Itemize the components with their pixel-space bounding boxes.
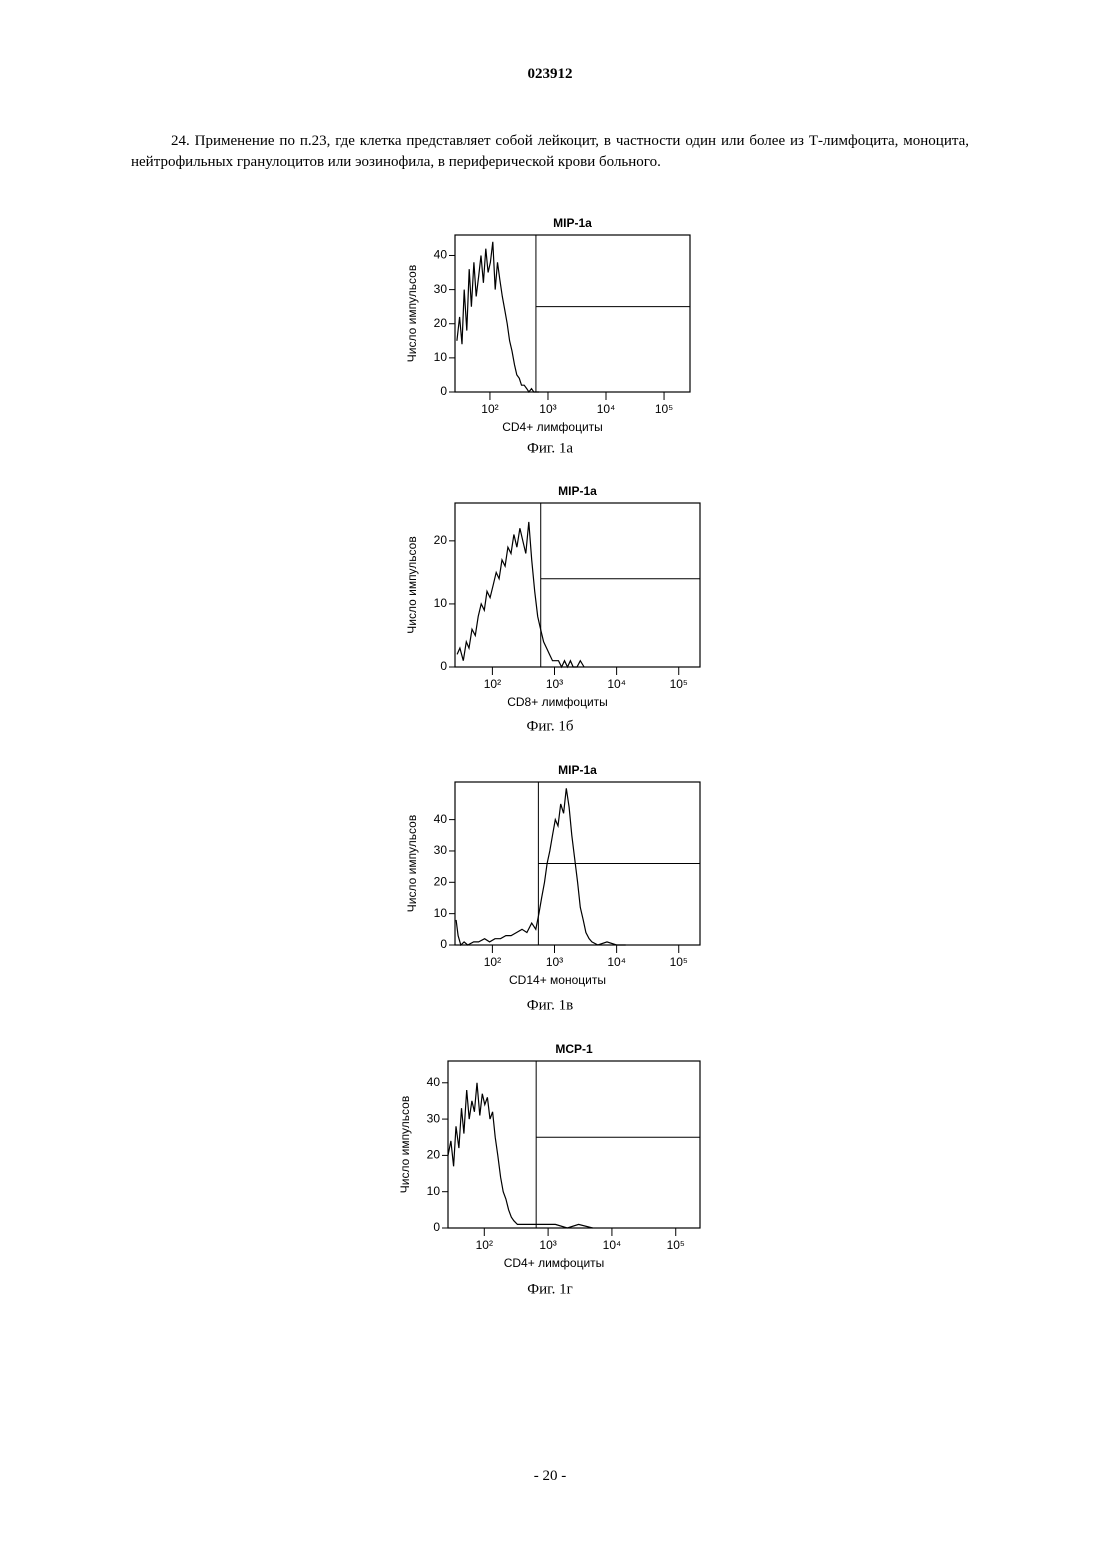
- x-tick-label: 10²: [481, 402, 498, 416]
- figure-caption: Фиг. 1б: [527, 718, 574, 734]
- plot-frame: [455, 503, 700, 667]
- plot-frame: [448, 1061, 700, 1228]
- page: 023912 24. Применение по п.23, где клетк…: [0, 0, 1100, 1556]
- y-axis-label: Число импульсов: [405, 265, 419, 362]
- x-tick-label: 10³: [546, 955, 563, 969]
- x-axis-label: CD14+ моноциты: [509, 973, 606, 987]
- x-tick-label: 10⁴: [607, 677, 626, 691]
- x-tick-label: 10⁵: [655, 402, 673, 416]
- figure-caption: Фиг. 1г: [527, 1281, 573, 1297]
- x-tick-label: 10⁴: [597, 402, 616, 416]
- figure-caption: Фиг. 1в: [527, 997, 573, 1013]
- y-tick-label: 20: [434, 874, 448, 888]
- histogram: [448, 1083, 593, 1228]
- x-axis-label: CD4+ лимфоциты: [502, 420, 603, 434]
- y-tick-label: 30: [434, 282, 448, 296]
- x-tick-label: 10³: [539, 1238, 556, 1252]
- y-tick-label: 30: [427, 1111, 441, 1125]
- y-tick-label: 30: [434, 843, 448, 857]
- chart-title: MCP-1: [555, 1042, 593, 1056]
- x-axis-label: CD4+ лимфоциты: [504, 1256, 605, 1270]
- y-tick-label: 0: [440, 659, 447, 673]
- y-tick-label: 0: [440, 937, 447, 951]
- y-tick-label: 20: [434, 533, 448, 547]
- x-tick-label: 10²: [476, 1238, 493, 1252]
- y-tick-label: 0: [433, 1220, 440, 1234]
- histogram: [457, 522, 584, 667]
- y-tick-label: 40: [434, 248, 448, 262]
- x-tick-label: 10⁵: [670, 955, 688, 969]
- y-axis-label: Число импульсов: [398, 1096, 412, 1193]
- y-tick-label: 20: [434, 316, 448, 330]
- y-tick-label: 10: [434, 596, 448, 610]
- y-tick-label: 10: [434, 906, 448, 920]
- x-tick-label: 10⁴: [607, 955, 626, 969]
- y-tick-label: 10: [427, 1184, 441, 1198]
- y-tick-label: 40: [427, 1075, 441, 1089]
- chart-title: MIP-1a: [558, 763, 597, 777]
- figures: MIP-1a 0 10 20 30 40 10² 10³ 10⁴ 10⁵ CD4+ лимфоцит…: [0, 0, 1100, 1556]
- page-number: - 20 -: [0, 1468, 1100, 1485]
- chart-title: MIP-1a: [558, 484, 597, 498]
- y-tick-label: 20: [427, 1148, 441, 1162]
- y-tick-label: 10: [434, 350, 448, 364]
- x-tick-label: 10⁴: [603, 1238, 622, 1252]
- x-tick-label: 10²: [484, 955, 501, 969]
- figure-caption: Фиг. 1а: [527, 440, 573, 456]
- histogram: [457, 242, 539, 392]
- y-axis-label: Число импульсов: [405, 536, 419, 633]
- x-axis-label: CD8+ лимфоциты: [507, 695, 608, 709]
- y-tick-label: 0: [440, 384, 447, 398]
- y-axis-label: Число импульсов: [405, 815, 419, 912]
- x-tick-label: 10²: [484, 677, 501, 691]
- x-tick-label: 10³: [539, 402, 556, 416]
- x-tick-label: 10⁵: [667, 1238, 685, 1252]
- y-tick-label: 40: [434, 812, 448, 826]
- x-tick-label: 10⁵: [670, 677, 688, 691]
- chart-title: MIP-1a: [553, 216, 592, 230]
- x-tick-label: 10³: [546, 677, 563, 691]
- histogram: [456, 788, 626, 945]
